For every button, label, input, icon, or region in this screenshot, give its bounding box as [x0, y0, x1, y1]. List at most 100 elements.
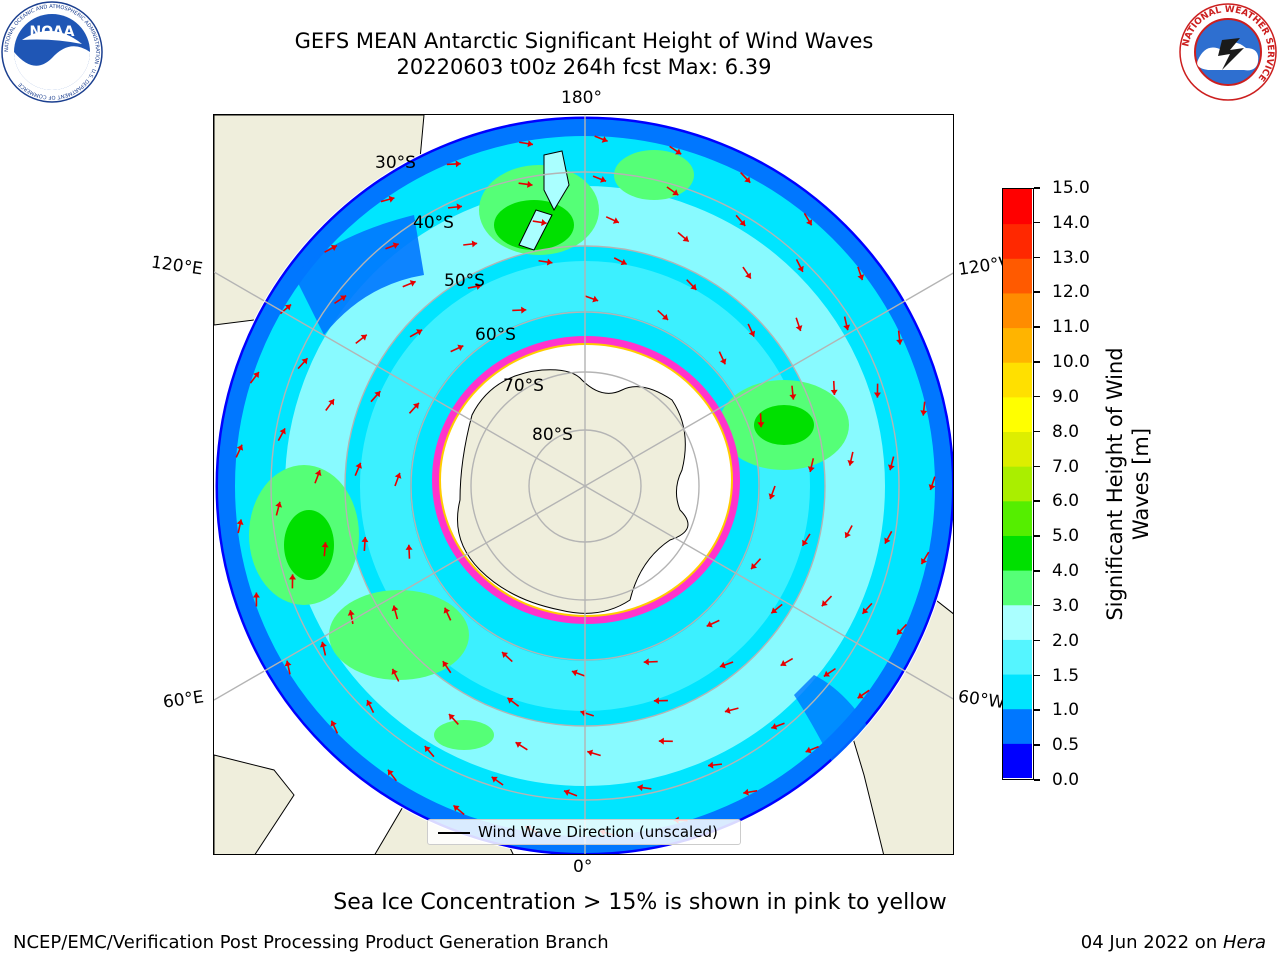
legend-label: Wind Wave Direction (unscaled) [478, 823, 718, 841]
wind-wave-arrow-head [388, 195, 395, 203]
lat-label-40s: 40°S [413, 213, 454, 233]
colorbar-band [1003, 639, 1032, 675]
wind-wave-arrow-head [643, 658, 649, 666]
wind-wave-arrow-head [771, 723, 778, 730]
wind-wave-arrow-head [541, 219, 547, 226]
land-africa [214, 754, 295, 854]
wind-wave-arrow-head [830, 389, 838, 395]
wind-wave-arrow-head [443, 607, 451, 614]
land-new-zealand [518, 150, 570, 251]
colorbar-band [1003, 570, 1032, 606]
wind-wave-arrow-head [612, 217, 619, 224]
colorbar [1002, 188, 1034, 780]
colorbar-band [1003, 535, 1032, 571]
lon-label-120e: 120°E [149, 252, 204, 280]
colorbar-tick-label: 3.0 [1052, 595, 1080, 616]
colorbar-tick-label: 13.0 [1052, 247, 1090, 268]
lat-label-70s: 70°S [503, 376, 544, 396]
wind-wave-arrow-head [361, 536, 369, 543]
wind-wave-arrow-head [284, 660, 292, 667]
wind-wave-arrow-head [392, 242, 399, 249]
colorbar-band [1003, 708, 1032, 744]
wind-wave-arrow-head [768, 493, 776, 500]
wind-wave-arrow-head [387, 769, 394, 776]
colorbar-tick-label: 7.0 [1052, 456, 1080, 477]
colorbar-band [1003, 396, 1032, 433]
wind-wave-arrow-head [571, 669, 578, 677]
wind-wave-arrow-head [739, 219, 746, 226]
wind-wave-arrow-head [637, 784, 643, 792]
colorbar-tick-label: 0.5 [1052, 735, 1080, 756]
lat-label-30s: 30°S [375, 153, 416, 173]
wind-wave-arrow-head [896, 628, 903, 635]
colorbar-tick: 3.0 [1034, 596, 1094, 616]
colorbar-tick-label: 1.0 [1052, 700, 1080, 721]
colorbar-tick: 1.0 [1034, 700, 1094, 720]
footer-date: 04 Jun 2022 on Hera [1081, 932, 1266, 953]
colorbar-tick: 14.0 [1034, 213, 1094, 233]
wind-wave-arrow-head [653, 697, 659, 705]
wind-wave-arrow-head [405, 544, 413, 550]
wind-wave-arrow-head [314, 470, 322, 477]
wind-wave-arrow-head [921, 558, 928, 565]
lon-label-0: 0° [573, 857, 593, 877]
wind-wave-arrow-head [708, 761, 714, 769]
wind-wave-arrow-head [476, 282, 482, 290]
wind-wave-arrow-head [253, 371, 259, 379]
wind-wave-arrow-head [862, 607, 869, 614]
colorbar-tick: 9.0 [1034, 387, 1094, 407]
wind-wave-arrow-head [928, 484, 936, 490]
colorbar-tick: 10.0 [1034, 352, 1094, 372]
wind-wave-arrow-head [374, 391, 381, 398]
colorbar-tick-label: 8.0 [1052, 421, 1080, 442]
colorbar-band [1003, 327, 1032, 363]
wind-wave-arrow-head [672, 189, 679, 196]
wind-wave-arrow-head [527, 140, 534, 148]
wind-wave-arrow-head [412, 402, 419, 410]
wind-wave-arrow-head [391, 668, 398, 675]
wind-wave-arrow-head [843, 324, 851, 331]
sea-ice-caption: Sea Ice Concentration > 15% is shown in … [333, 890, 947, 915]
wind-wave-arrow-head [289, 574, 297, 580]
colorbar-tick-label: 9.0 [1052, 386, 1080, 407]
wind-wave-arrow-head [658, 737, 664, 745]
wind-wave-arrow-head [920, 410, 928, 416]
wind-wave-arrow-head [884, 537, 891, 544]
wind-wave-arrow-head [743, 788, 749, 796]
colorbar-tick: 5.0 [1034, 526, 1094, 546]
colorbar-tick: 12.0 [1034, 282, 1094, 302]
wind-wave-arrow-head [823, 670, 830, 677]
footer-credit: NCEP/EMC/Verification Post Processing Pr… [13, 932, 609, 953]
wind-wave-arrow-head [802, 539, 809, 546]
colorbar-band [1003, 292, 1032, 329]
colorbar-tick-label: 14.0 [1052, 212, 1090, 233]
wind-wave-arrow-head [507, 697, 514, 704]
lon-label-180: 180° [561, 88, 602, 108]
footer-host: Hera [1222, 932, 1266, 953]
colorbar-tick: 1.5 [1034, 666, 1094, 686]
map-canvas [214, 115, 953, 854]
wind-wave-arrow-head [661, 313, 669, 320]
wind-wave-arrow-head [319, 641, 327, 648]
colorbar-band [1003, 223, 1032, 259]
wind-wave-arrow-head [355, 462, 362, 469]
wind-wave-arrow-head [416, 329, 423, 336]
colorbar-ticks: 15.0 14.0 13.0 12.0 11.0 10.0 9.0 8.0 7.0 6.0 5.0 4… [1034, 178, 1094, 790]
wind-wave-arrow-head [847, 459, 855, 466]
colorbar-tick: 15.0 [1034, 178, 1094, 198]
noaa-logo-text: NOAA [30, 24, 75, 40]
lon-label-60w: 60°W [956, 686, 1007, 714]
wind-wave-arrow-head [321, 542, 329, 548]
colorbar-band [1003, 258, 1032, 294]
colorbar-swatches [1003, 189, 1032, 779]
wind-wave-arrow-head [807, 466, 815, 472]
map-frame: 30°S 40°S 50°S 60°S 70°S 80°S [213, 114, 954, 855]
noaa-logo: NOAA NATIONAL OCEANIC AND ATMOSPHERIC AD… [0, 0, 104, 104]
wind-wave-arrow-head [682, 235, 689, 242]
wind-wave-arrow-head [587, 749, 594, 757]
wind-wave-arrow-head [328, 399, 335, 406]
wind-wave-arrow-head [675, 148, 682, 155]
lat-label-60s: 60°S [475, 325, 516, 345]
wind-wave-arrow-head [620, 258, 627, 266]
wind-wave-arrow-head [236, 444, 244, 451]
